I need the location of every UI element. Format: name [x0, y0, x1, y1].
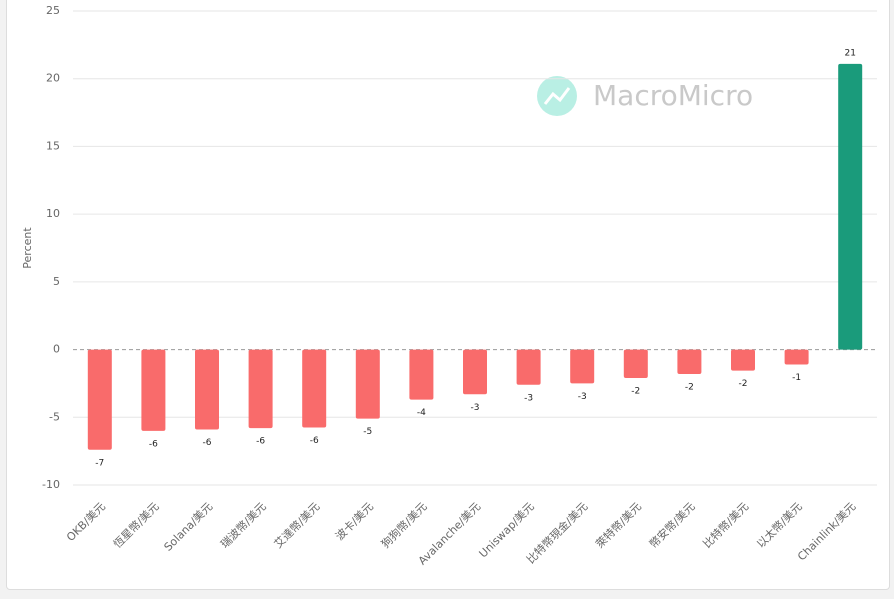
x-tick-label: 狗狗幣/美元 — [379, 500, 430, 551]
x-tick-label: 幣安幣/美元 — [646, 499, 697, 550]
x-tick-label: 以太幣/美元 — [754, 500, 805, 551]
value-label: -5 — [363, 427, 372, 437]
value-label: -2 — [685, 382, 694, 392]
value-label: 21 — [844, 48, 855, 58]
value-label: -1 — [792, 373, 801, 383]
value-label: -7 — [95, 458, 104, 468]
bar — [195, 349, 219, 430]
x-tick-label: 萊特幣/美元 — [593, 499, 644, 550]
value-label: -3 — [524, 393, 533, 403]
bar — [570, 349, 595, 384]
x-tick-label: 波卡/美元 — [333, 500, 376, 543]
y-tick-label: 25 — [46, 4, 60, 17]
card — [6, 0, 890, 590]
x-tick-label: 瑞波幣/美元 — [217, 499, 268, 550]
bar — [302, 349, 327, 428]
x-tick-label: 恆星幣/美元 — [110, 499, 161, 550]
x-tick-label: Solana/美元 — [162, 500, 216, 554]
y-tick-label: 10 — [46, 207, 60, 220]
value-label: -3 — [471, 403, 480, 413]
value-label: -6 — [256, 437, 265, 447]
value-label: -2 — [739, 379, 748, 389]
x-tick-label: 艾達幣/美元 — [272, 500, 323, 551]
value-label: -6 — [203, 438, 212, 448]
bar — [731, 349, 755, 371]
watermark: MacroMicro — [593, 79, 753, 112]
bar — [141, 349, 166, 431]
bar — [248, 349, 273, 429]
y-tick-label: 20 — [46, 72, 60, 85]
bar — [784, 349, 809, 365]
value-label: -3 — [578, 392, 587, 402]
y-axis-label: Percent — [21, 227, 34, 269]
bar — [677, 349, 702, 374]
value-label: -2 — [631, 387, 640, 397]
value-label: -4 — [417, 408, 426, 418]
y-tick-label: -5 — [49, 410, 60, 423]
bar — [838, 63, 863, 350]
x-tick-label: Chainlink/美元 — [795, 500, 858, 563]
bar — [409, 349, 434, 400]
value-label: -6 — [149, 439, 158, 449]
x-tick-label: Uniswap/美元 — [477, 500, 537, 560]
y-tick-label: 15 — [46, 139, 60, 152]
bar — [623, 349, 648, 379]
bar — [463, 349, 487, 395]
value-label: -6 — [310, 436, 319, 446]
bar — [87, 349, 112, 450]
logo-mark — [543, 87, 571, 105]
y-tick-label: 5 — [53, 275, 60, 288]
x-tick-label: OKB/美元 — [64, 500, 108, 544]
bar — [516, 349, 541, 385]
bar — [355, 349, 380, 419]
y-tick-label: 0 — [53, 343, 60, 356]
y-tick-label: -10 — [42, 478, 60, 491]
x-tick-label: 比特幣/美元 — [700, 499, 751, 550]
